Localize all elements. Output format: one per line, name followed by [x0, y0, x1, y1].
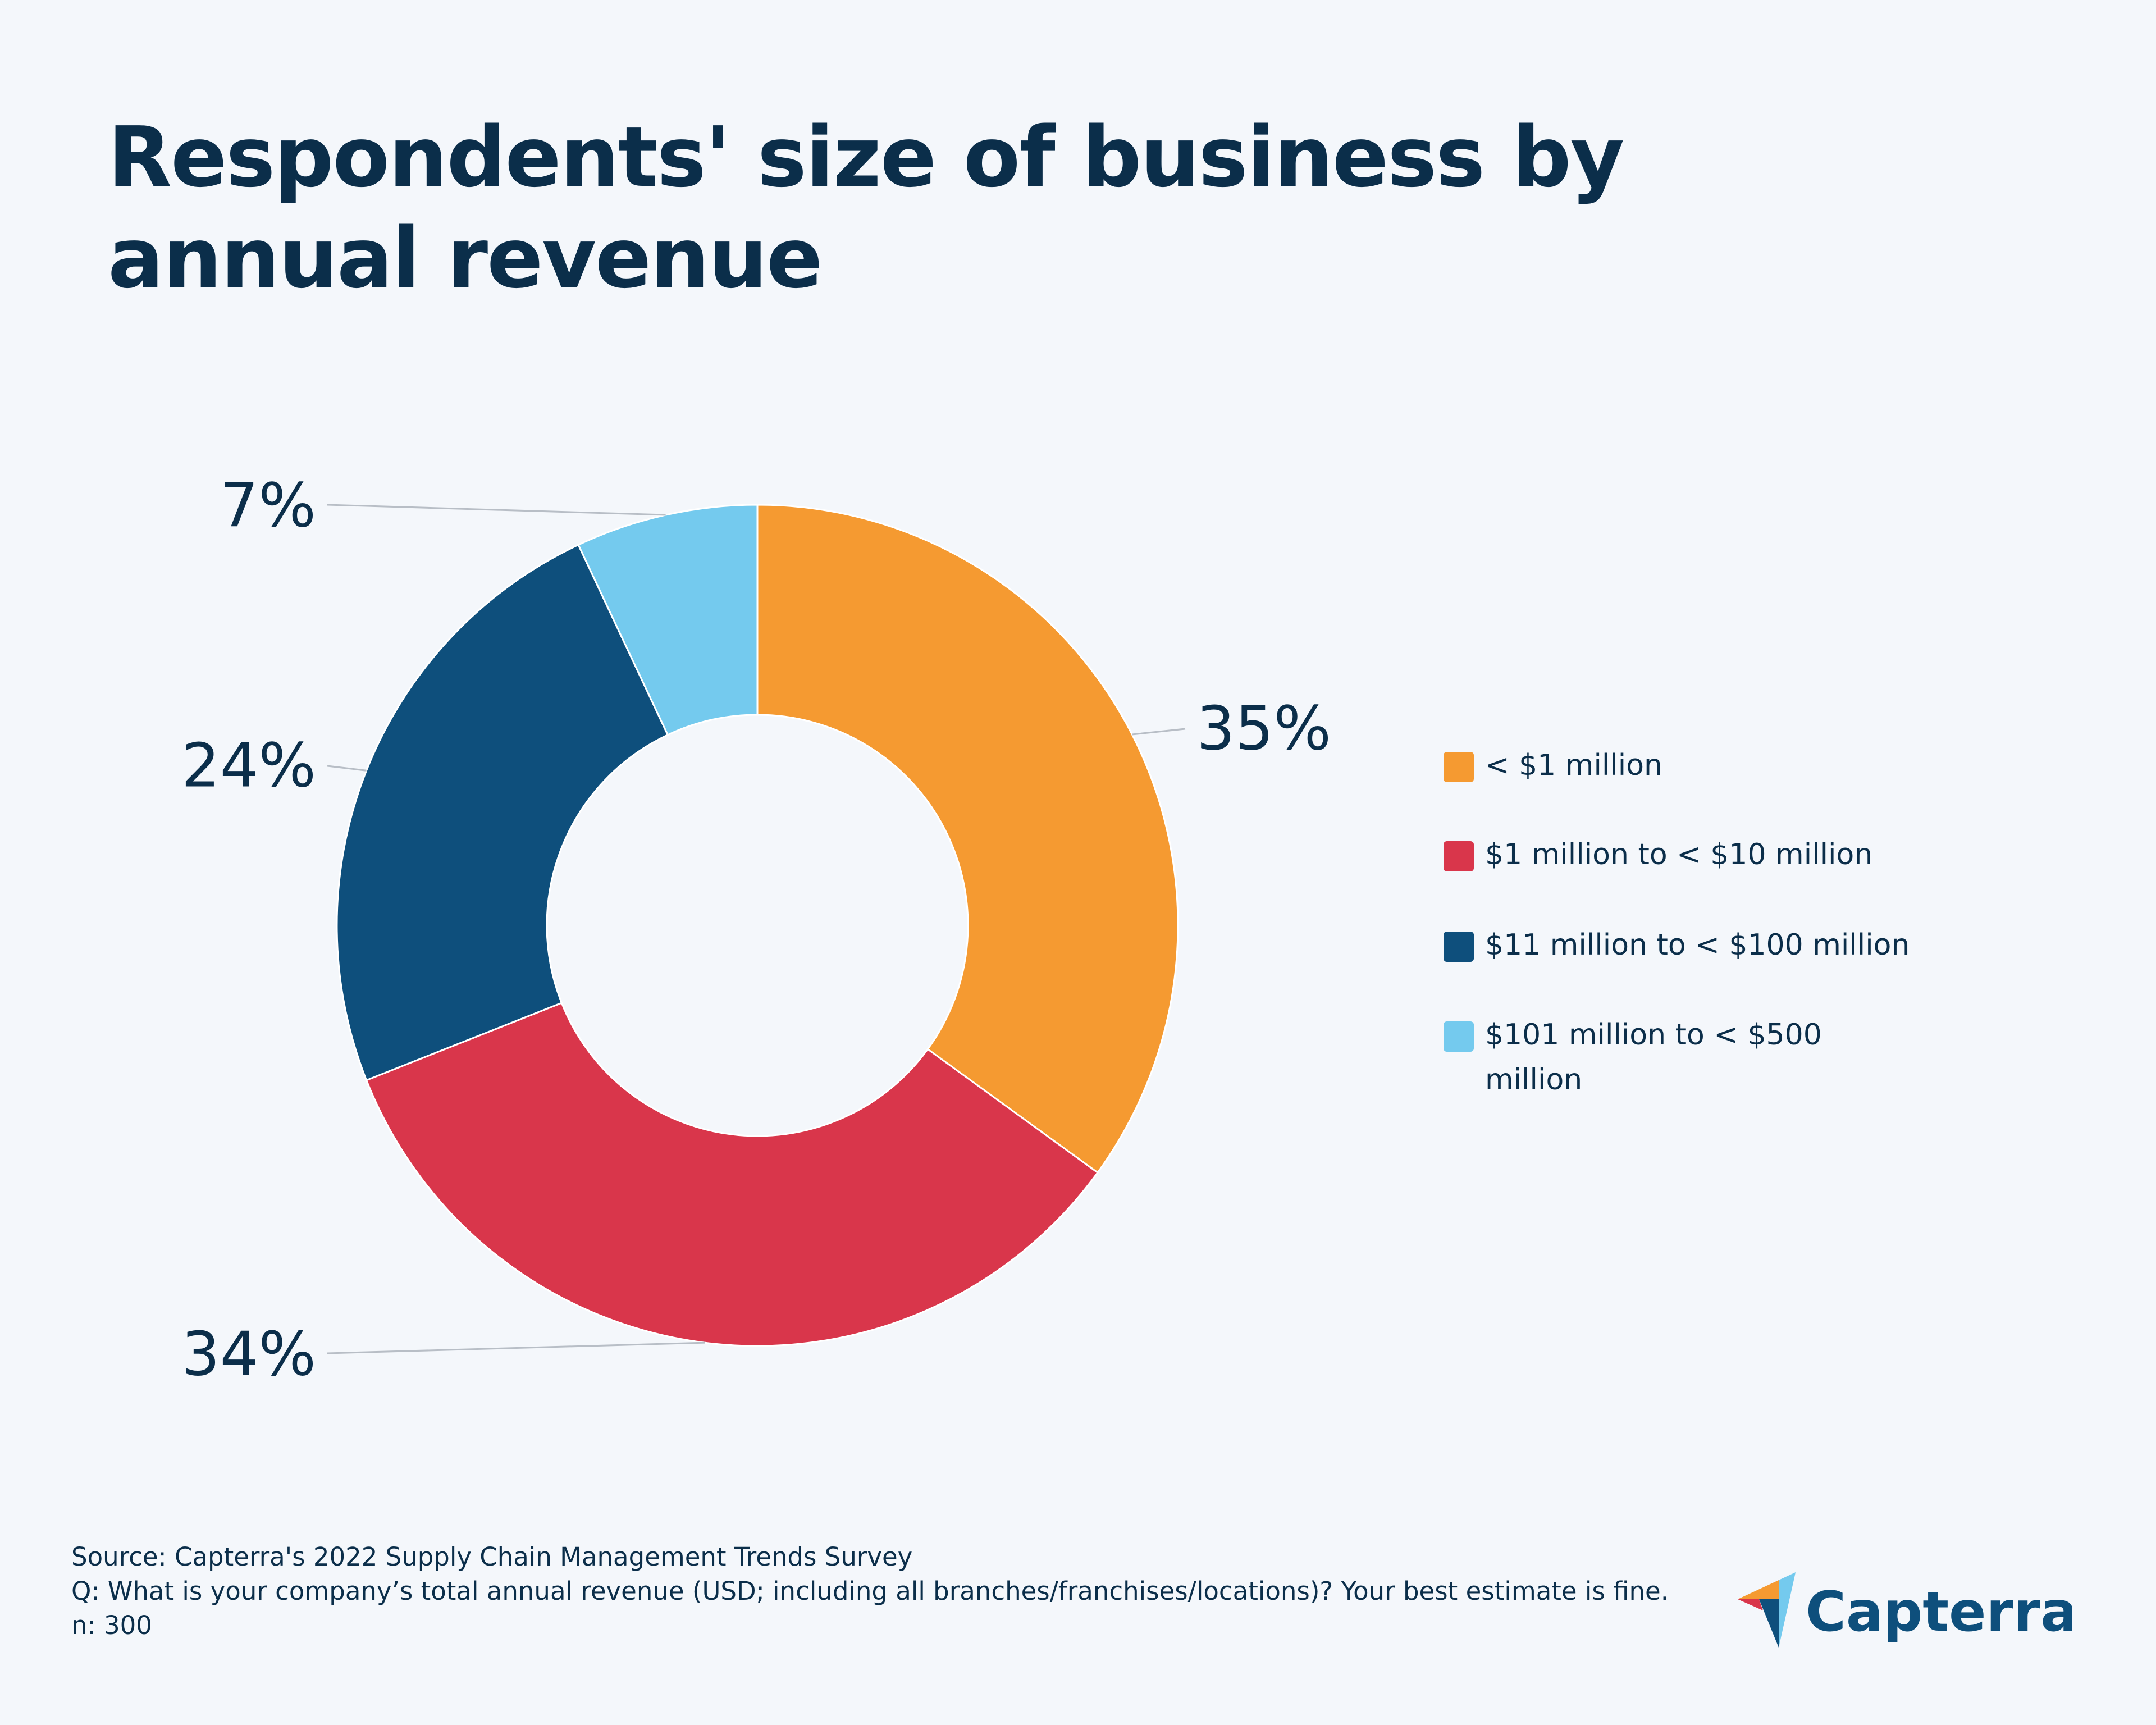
- legend-label: $101 million to < $500 million: [1485, 1018, 1822, 1097]
- capterra-logo: Capterra: [1738, 1572, 2072, 1648]
- leader-line: [327, 504, 666, 516]
- leader-line: [327, 765, 367, 772]
- source-note: Source: Capterra's 2022 Supply Chain Man…: [71, 1542, 913, 1572]
- legend-label: < $1 million: [1485, 749, 1663, 782]
- legend-item: < $1 million: [1444, 749, 1912, 788]
- leader-line: [327, 1341, 705, 1354]
- legend-swatch: [1444, 841, 1474, 871]
- legend-item: $1 million to < $10 million: [1444, 838, 1912, 877]
- donut-slice: [365, 1002, 1099, 1347]
- legend-swatch: [1444, 932, 1474, 962]
- sample-size: n: 300: [71, 1610, 152, 1640]
- logo-text: Capterra: [1806, 1580, 2072, 1644]
- legend-item: $101 million to < $500 million: [1444, 1018, 1844, 1102]
- legend-item: $11 million to < $100 million: [1444, 928, 1912, 968]
- donut-slice: [336, 544, 669, 1081]
- data-label: 7%: [220, 471, 316, 541]
- legend-label: $1 million to < $10 million: [1485, 838, 1873, 871]
- footer: Source: Capterra's 2022 Supply Chain Man…: [71, 1540, 1700, 1642]
- leader-line: [1132, 728, 1186, 736]
- legend-label: $11 million to < $100 million: [1485, 928, 1910, 962]
- chart-title: Respondents' size of business by annual …: [108, 109, 1624, 307]
- legend-swatch: [1444, 1021, 1474, 1052]
- data-label: 35%: [1196, 694, 1331, 764]
- legend-swatch: [1444, 752, 1474, 782]
- donut-slice: [577, 504, 759, 736]
- donut-slice: [756, 504, 1179, 1174]
- data-label: 34%: [181, 1320, 316, 1390]
- data-label: 24%: [181, 731, 316, 801]
- question-note: Q: What is your company’s total annual r…: [71, 1576, 1669, 1606]
